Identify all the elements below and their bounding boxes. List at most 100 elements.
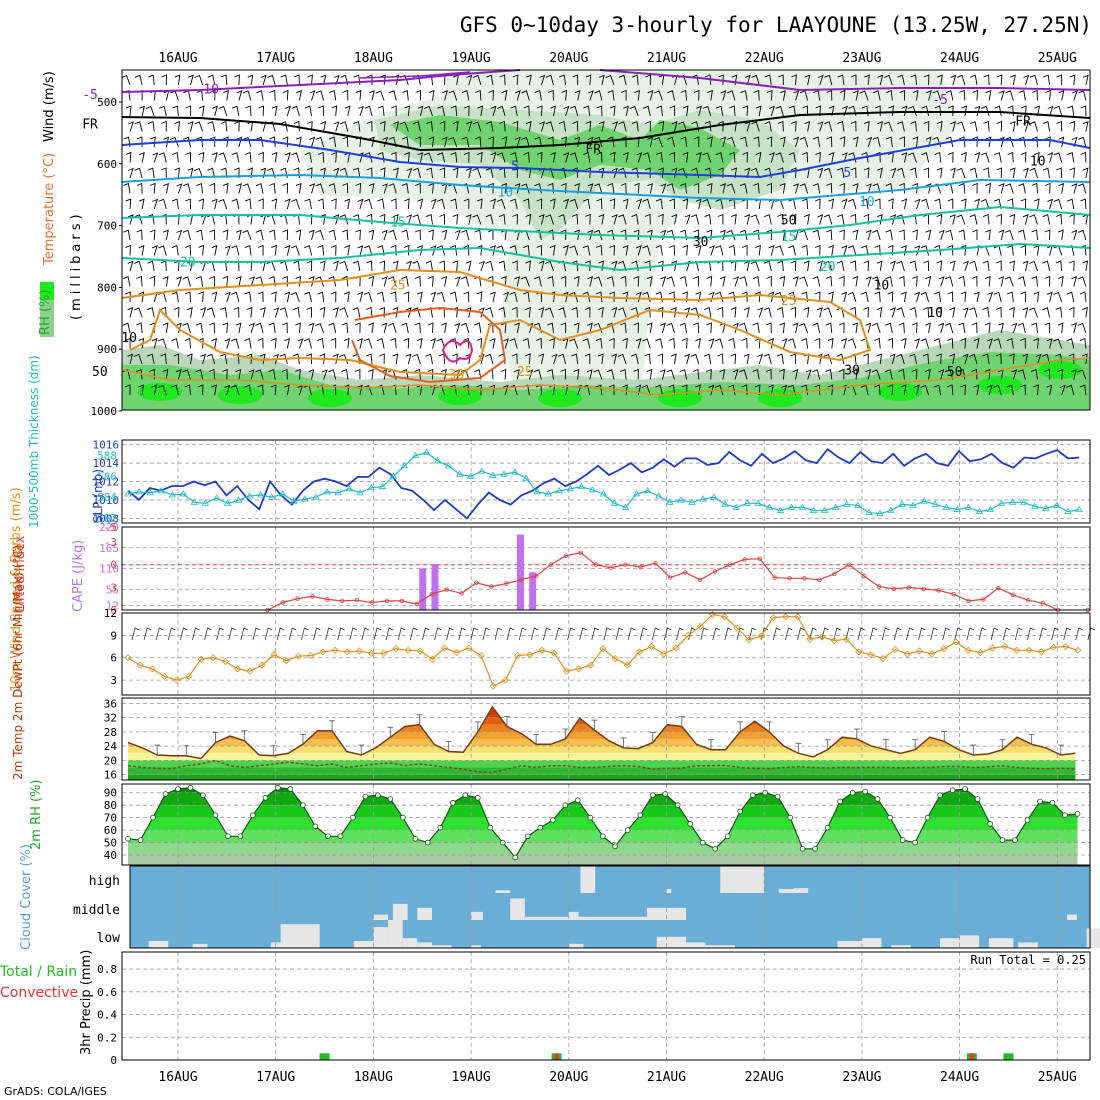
- thickness-marker: [898, 500, 906, 507]
- wind-barb: [401, 136, 409, 148]
- lifted-index-marker: [504, 581, 509, 586]
- wind-barb: [994, 152, 1002, 163]
- wind-barb: [717, 353, 724, 365]
- wind-barb: [255, 183, 264, 194]
- isotherm-label: 20: [820, 260, 836, 275]
- thickness-marker: [256, 491, 265, 498]
- wind-barb: [973, 384, 980, 396]
- wind-barb: [167, 627, 176, 641]
- wind-barb: [1004, 276, 1014, 287]
- wind-speed-marker: [307, 651, 315, 660]
- wind-barb: [248, 322, 255, 334]
- wind-barb: [1007, 198, 1014, 210]
- wind-speed-marker: [745, 636, 753, 644]
- wind-barb: [660, 276, 667, 287]
- wind-barb: [861, 198, 869, 210]
- wind-speed-marker: [648, 642, 656, 651]
- wind-barb: [815, 151, 821, 163]
- wind-barb: [753, 229, 760, 241]
- wind-barb: [606, 322, 615, 334]
- wind-barb: [255, 322, 264, 334]
- rh-marker: [312, 823, 319, 830]
- lifted-index-marker: [757, 556, 762, 561]
- wind-barb: [315, 276, 325, 287]
- lifted-index-marker: [608, 565, 613, 570]
- wind-speed-marker: [404, 646, 412, 654]
- rh-marker: [1062, 812, 1068, 818]
- temp-label: 2m Temp 2m DewPt (6hr Min/Max) (°C): [11, 545, 25, 780]
- wind-barb: [912, 229, 918, 241]
- wind-barb: [319, 353, 326, 365]
- wind-barb: [534, 136, 542, 148]
- wind-barb: [603, 627, 612, 641]
- wind-barb: [983, 74, 990, 86]
- wind-barb: [633, 182, 640, 194]
- wind-barb: [579, 627, 587, 641]
- thickness-marker: [997, 499, 1006, 506]
- wind-speed-marker: [428, 655, 436, 663]
- cloud-bar: [720, 866, 765, 893]
- wind-barb: [209, 136, 216, 148]
- wind-barb: [463, 337, 470, 349]
- wind-speed-marker: [575, 665, 583, 673]
- isotherm-label: 25: [517, 365, 533, 380]
- wind-barb: [938, 369, 945, 380]
- wind-barb: [198, 151, 205, 163]
- wind-barb: [1077, 369, 1087, 380]
- rh-marker: [200, 792, 206, 798]
- thickness-marker: [765, 503, 774, 510]
- wind-barb: [523, 151, 530, 163]
- wind-barb: [414, 229, 421, 241]
- thickness-marker: [478, 467, 486, 474]
- rh-label: RH (%): [38, 290, 53, 335]
- wind-barb: [185, 244, 191, 256]
- rh-marker: [1012, 837, 1018, 843]
- wind-barb: [220, 167, 228, 179]
- wind-barb: [509, 198, 518, 210]
- wind-barb: [726, 136, 736, 148]
- wind-barb: [1077, 322, 1087, 334]
- wind-barb: [344, 105, 351, 117]
- wind-speed-marker: [416, 647, 424, 655]
- wind-barb: [960, 244, 967, 256]
- wind-barb: [934, 151, 942, 163]
- lifted-index-marker: [876, 584, 882, 589]
- wind-barb: [909, 307, 917, 318]
- wind-barb: [791, 74, 797, 86]
- wind-barb: [525, 306, 531, 318]
- wind-barb: [571, 213, 579, 225]
- wind-barb: [219, 353, 228, 365]
- rh-marker: [687, 821, 693, 827]
- wind-speed-marker: [976, 648, 984, 657]
- wind-barb: [441, 322, 447, 334]
- bottom-date-label: 17AUG: [256, 1070, 295, 1085]
- wind-barb: [925, 136, 932, 148]
- wind-barb: [1082, 120, 1089, 132]
- wind-barb: [136, 322, 143, 334]
- wind-barb: [1014, 627, 1023, 641]
- cloud-bar: [568, 943, 584, 948]
- thickness-marker: [599, 490, 608, 497]
- wind-barb: [861, 245, 869, 256]
- wind-barb: [925, 229, 932, 241]
- wind-barb: [448, 136, 458, 148]
- lifted-index-marker: [369, 600, 375, 605]
- wind-barb: [1059, 384, 1066, 396]
- wind-barb: [634, 89, 640, 101]
- wind-barb: [430, 291, 437, 303]
- thickness-marker: [422, 448, 431, 455]
- wind-speed-marker: [209, 654, 217, 662]
- wind-barb: [176, 183, 183, 194]
- wind-barb: [1006, 384, 1014, 396]
- wind-barb: [512, 74, 519, 86]
- thickness-marker: [643, 487, 652, 494]
- y-tick-label: 584: [97, 491, 117, 504]
- wind-barb: [452, 260, 459, 272]
- wind-barb: [317, 198, 325, 210]
- wind-barb: [183, 136, 191, 148]
- wind-barb: [852, 229, 859, 241]
- wind-barb: [309, 183, 315, 194]
- wind-barb: [563, 105, 570, 117]
- wind-barb: [993, 291, 1002, 303]
- lifted-index-marker: [444, 587, 449, 592]
